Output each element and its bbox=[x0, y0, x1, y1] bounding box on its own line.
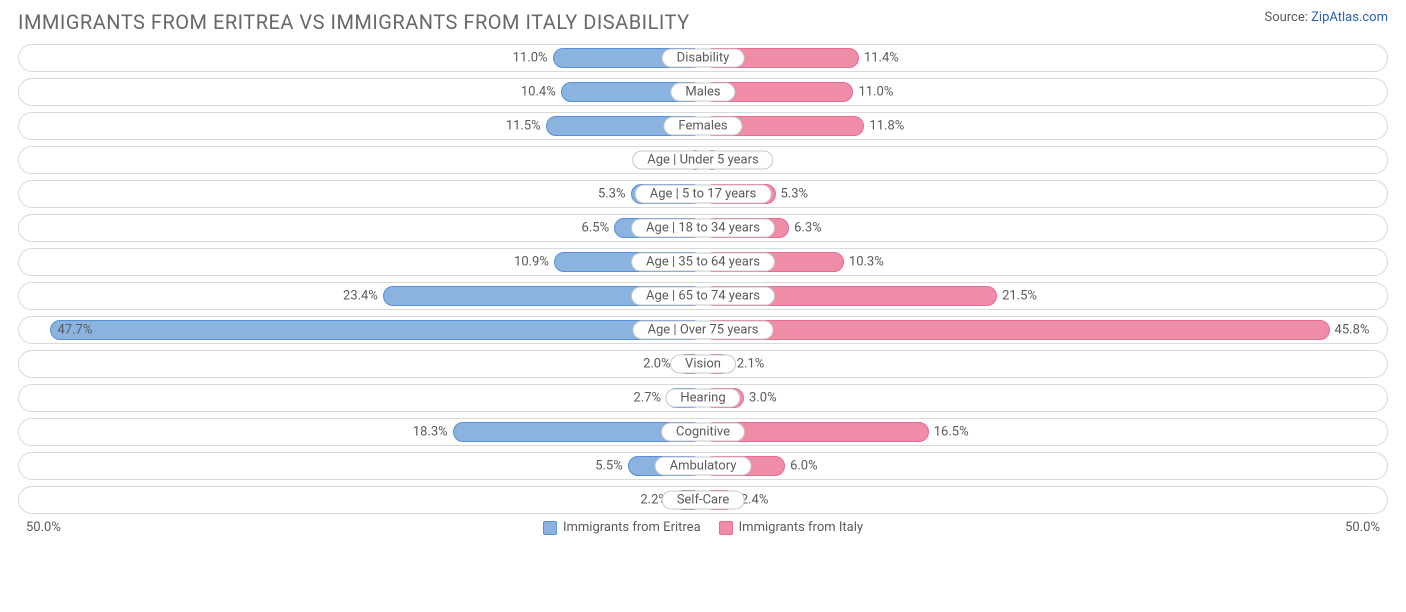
category-label: Age | 65 to 74 years bbox=[631, 287, 775, 306]
diverging-bar-chart: 11.0% 11.4% Disability 10.4% 11.0% Males 11.5%… bbox=[0, 40, 1406, 514]
legend-swatch-left bbox=[543, 521, 557, 535]
category-label: Cognitive bbox=[661, 423, 745, 442]
legend-label-left: Immigrants from Eritrea bbox=[563, 520, 701, 535]
category-label: Age | Over 75 years bbox=[633, 321, 774, 340]
bar-row: 18.3% 16.5% Cognitive bbox=[18, 418, 1388, 446]
category-label: Disability bbox=[662, 49, 745, 68]
value-left: 5.3% bbox=[598, 187, 626, 202]
bar-row: 5.3% 5.3% Age | 5 to 17 years bbox=[18, 180, 1388, 208]
value-right: 6.3% bbox=[794, 221, 822, 236]
category-label: Self-Care bbox=[662, 491, 745, 510]
value-left: 2.7% bbox=[634, 391, 662, 406]
value-right: 11.4% bbox=[864, 51, 899, 66]
bar-row: 11.5% 11.8% Females bbox=[18, 112, 1388, 140]
chart-title: IMMIGRANTS FROM ERITREA VS IMMIGRANTS FR… bbox=[18, 10, 690, 34]
category-label: Age | 5 to 17 years bbox=[635, 185, 772, 204]
axis-max-right: 50.0% bbox=[1345, 520, 1380, 535]
bar-row: 11.0% 11.4% Disability bbox=[18, 44, 1388, 72]
bar-row: 2.2%2.4%Self-Care bbox=[18, 486, 1388, 514]
bar-row: 6.5% 6.3% Age | 18 to 34 years bbox=[18, 214, 1388, 242]
legend-label-right: Immigrants from Italy bbox=[739, 520, 863, 535]
category-label: Females bbox=[663, 117, 742, 136]
source-prefix: Source: bbox=[1264, 10, 1311, 25]
value-right: 10.3% bbox=[849, 255, 884, 270]
bar-row: 2.7% 3.0% Hearing bbox=[18, 384, 1388, 412]
bar-row: 10.4% 11.0% Males bbox=[18, 78, 1388, 106]
bar-right: 45.8% bbox=[703, 320, 1330, 340]
category-label: Age | Under 5 years bbox=[632, 151, 773, 170]
bar-row: 10.9% 10.3% Age | 35 to 64 years bbox=[18, 248, 1388, 276]
value-left: 2.0% bbox=[643, 357, 671, 372]
category-label: Males bbox=[670, 83, 735, 102]
category-label: Hearing bbox=[665, 389, 740, 408]
value-left: 5.5% bbox=[595, 459, 623, 474]
legend-item-left: Immigrants from Eritrea bbox=[543, 520, 701, 535]
chart-footer: 50.0% Immigrants from Eritrea Immigrants… bbox=[0, 520, 1406, 535]
bar-row: 5.5% 6.0% Ambulatory bbox=[18, 452, 1388, 480]
legend: Immigrants from Eritrea Immigrants from … bbox=[543, 520, 863, 535]
value-right: 45.8% bbox=[1335, 323, 1370, 338]
category-label: Ambulatory bbox=[655, 457, 752, 476]
legend-swatch-right bbox=[719, 521, 733, 535]
value-left: 23.4% bbox=[343, 289, 378, 304]
header: IMMIGRANTS FROM ERITREA VS IMMIGRANTS FR… bbox=[0, 0, 1406, 40]
legend-item-right: Immigrants from Italy bbox=[719, 520, 863, 535]
bar-row: 2.0% 2.1%Vision bbox=[18, 350, 1388, 378]
value-left: 11.5% bbox=[506, 119, 541, 134]
value-right: 16.5% bbox=[934, 425, 969, 440]
value-right: 2.4% bbox=[741, 493, 769, 508]
value-left: 47.7% bbox=[57, 323, 92, 338]
bar-row: 23.4% 21.5% Age | 65 to 74 years bbox=[18, 282, 1388, 310]
value-left: 10.9% bbox=[514, 255, 549, 270]
value-right: 11.0% bbox=[858, 85, 893, 100]
bar-left: 47.7% bbox=[50, 320, 703, 340]
category-label: Vision bbox=[670, 355, 736, 374]
value-right: 3.0% bbox=[749, 391, 777, 406]
axis-max-left: 50.0% bbox=[26, 520, 61, 535]
source-link[interactable]: ZipAtlas.com bbox=[1311, 10, 1388, 25]
value-right: 11.8% bbox=[869, 119, 904, 134]
category-label: Age | 35 to 64 years bbox=[631, 253, 775, 272]
value-right: 6.0% bbox=[790, 459, 818, 474]
value-left: 18.3% bbox=[413, 425, 448, 440]
bar-row: 47.7%45.8%Age | Over 75 years bbox=[18, 316, 1388, 344]
value-right: 5.3% bbox=[781, 187, 809, 202]
value-left: 11.0% bbox=[513, 51, 548, 66]
bar-row: 1.2%1.3%Age | Under 5 years bbox=[18, 146, 1388, 174]
source-attribution: Source: ZipAtlas.com bbox=[1264, 10, 1388, 25]
value-right: 21.5% bbox=[1002, 289, 1037, 304]
value-left: 6.5% bbox=[582, 221, 610, 236]
value-left: 10.4% bbox=[521, 85, 556, 100]
value-right: 2.1% bbox=[737, 357, 765, 372]
category-label: Age | 18 to 34 years bbox=[631, 219, 775, 238]
